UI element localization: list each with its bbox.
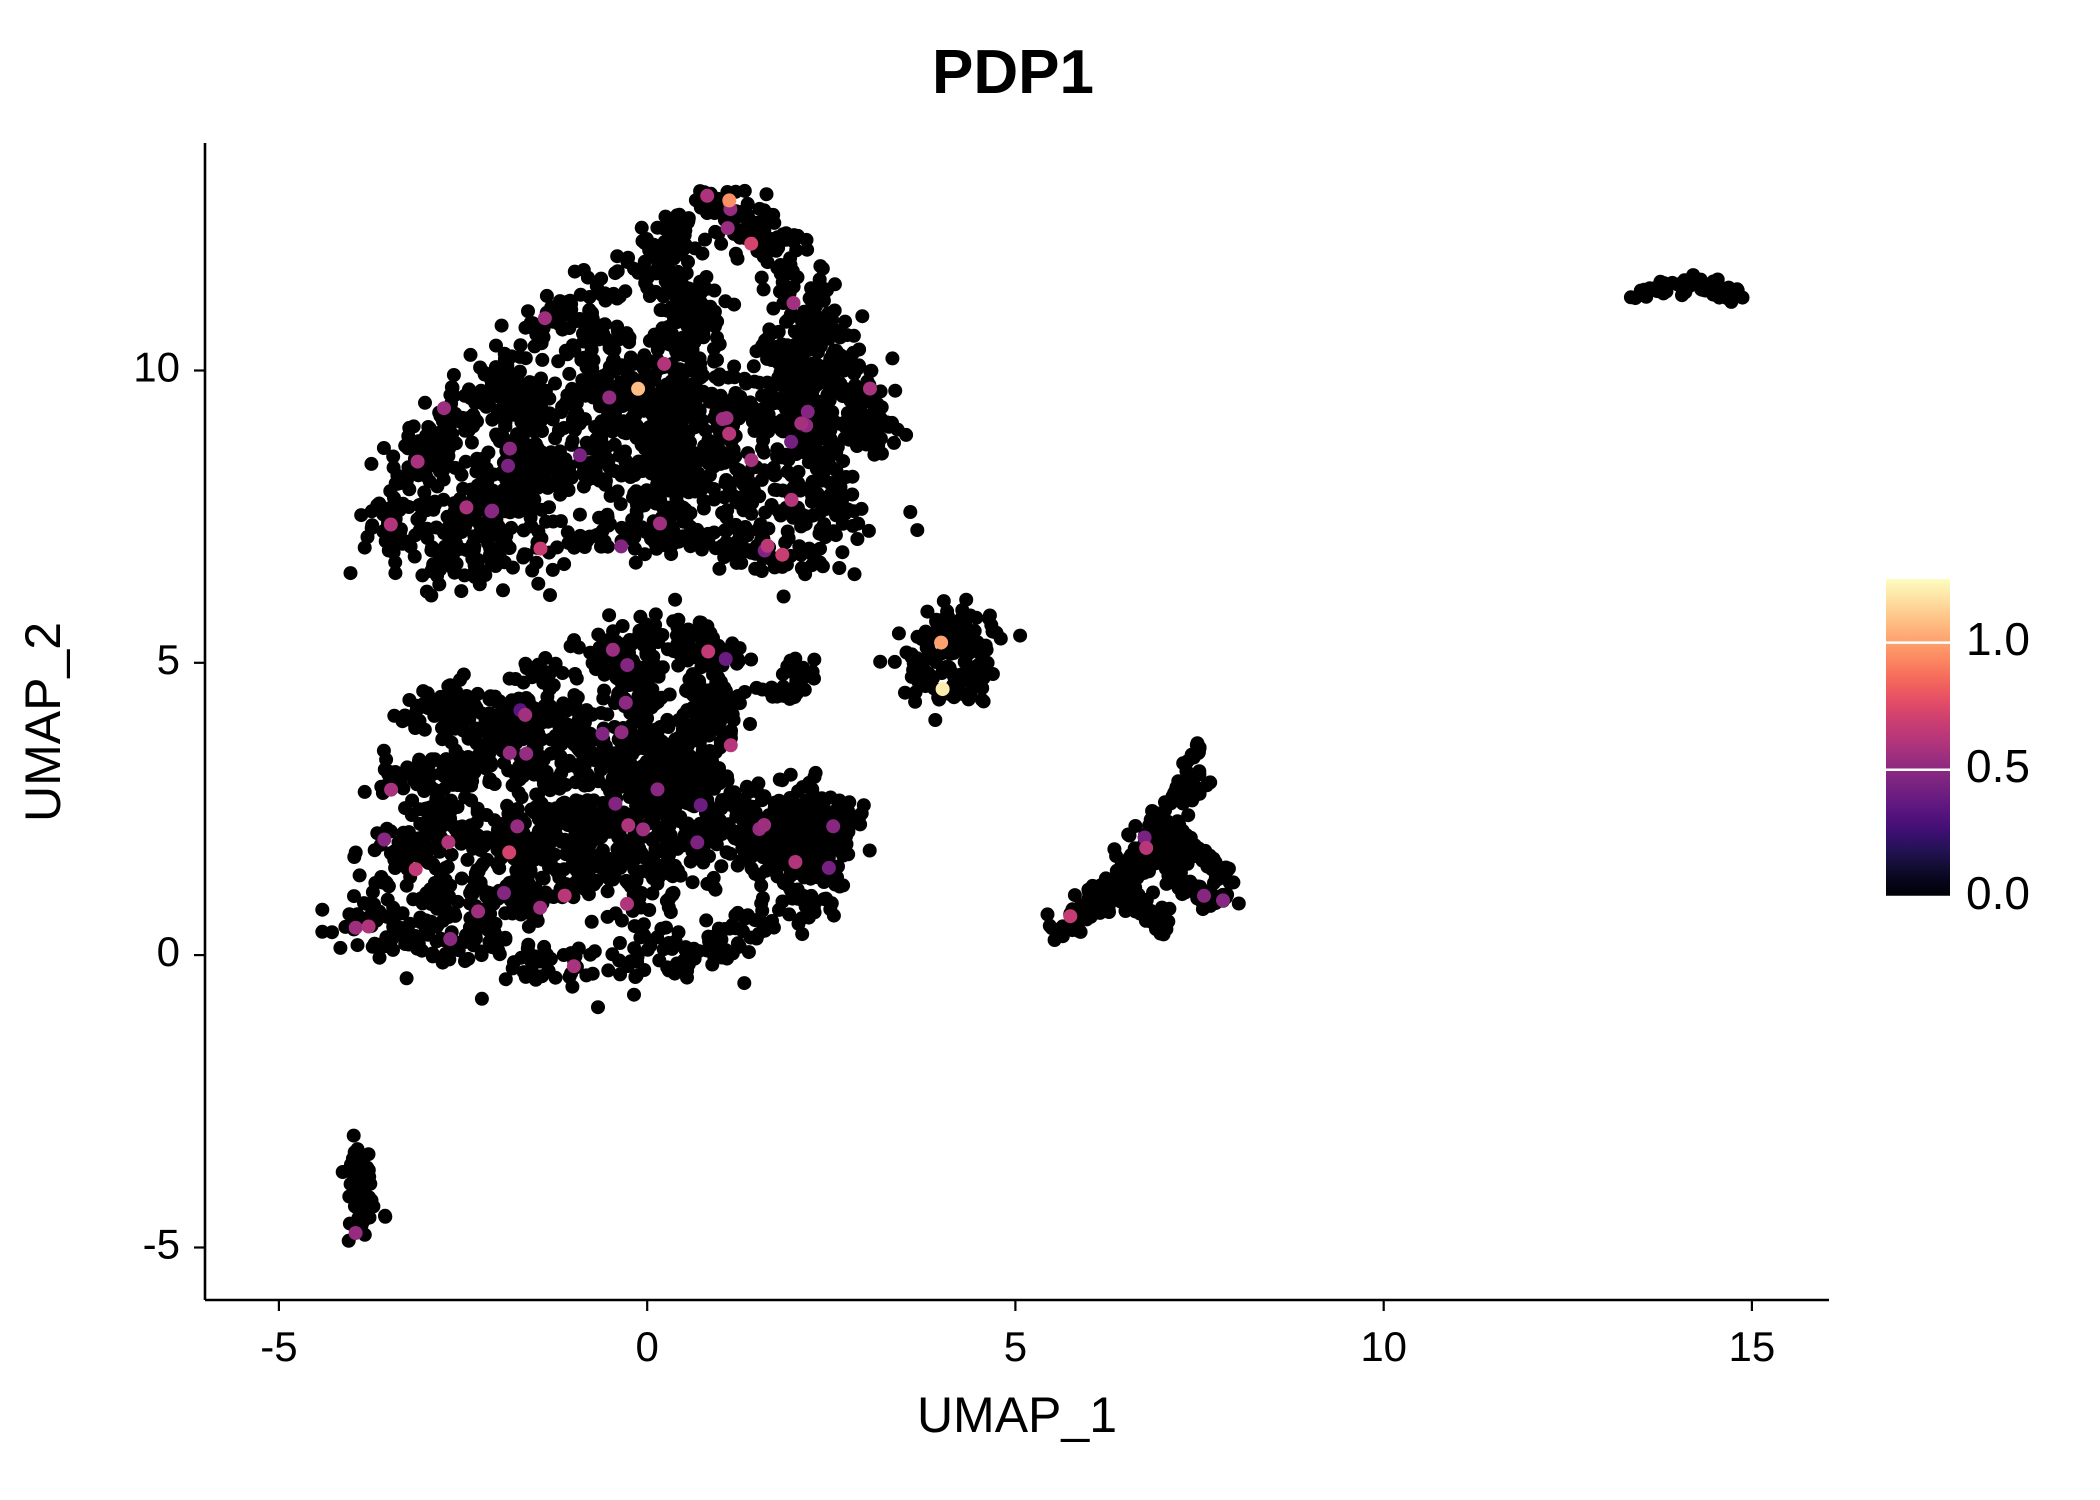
svg-text:PDP1: PDP1: [932, 38, 1094, 107]
